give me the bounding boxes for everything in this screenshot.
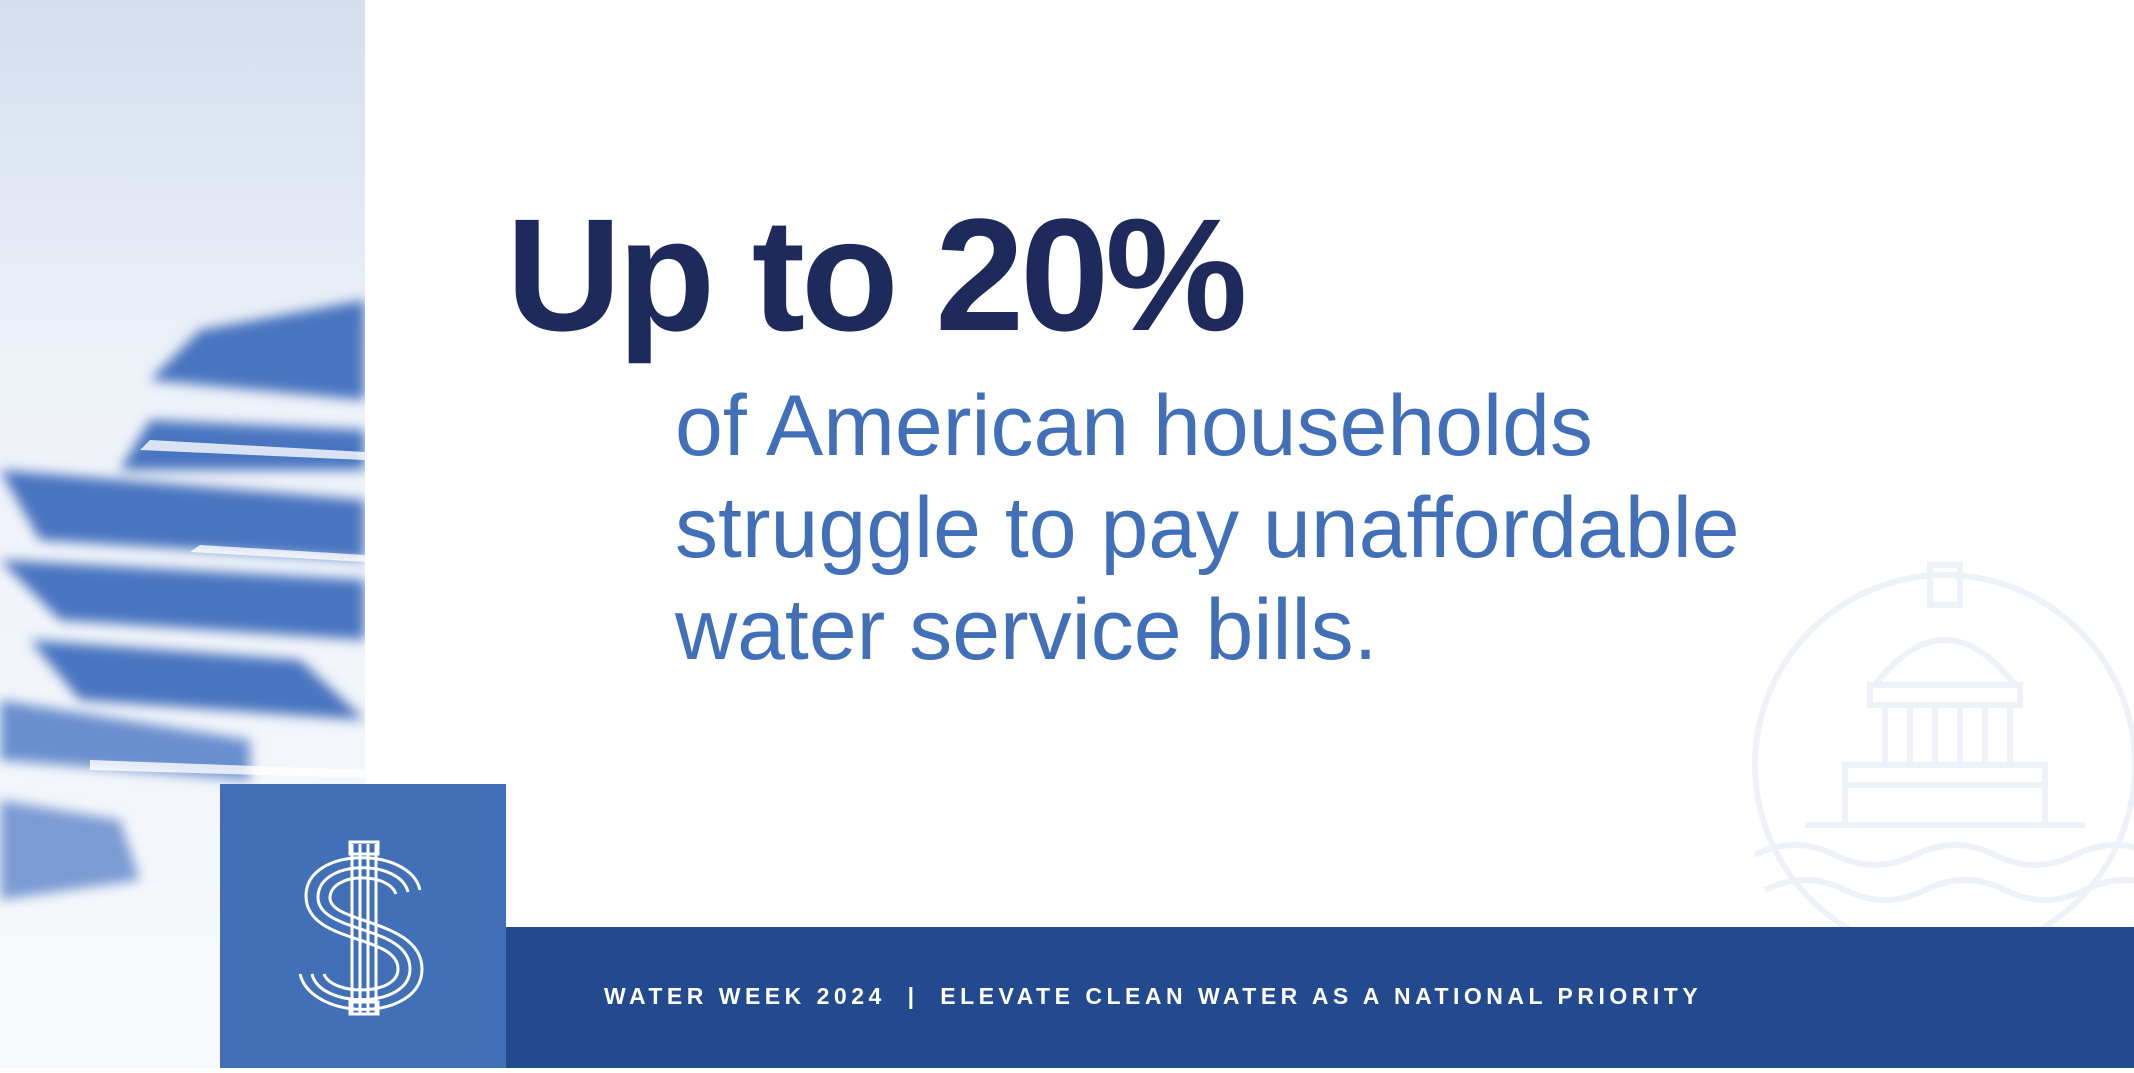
photo-panel [0, 0, 365, 1068]
capitol-watermark [1752, 562, 2134, 927]
dollar-icon [298, 840, 424, 1016]
icon-square [220, 784, 506, 1068]
footer-bar [506, 927, 2134, 1068]
body-line: of American households [675, 378, 1593, 474]
body-text: of American households struggle to pay u… [675, 375, 1740, 681]
footer-text: WATER WEEK 2024 | ELEVATE CLEAN WATER AS… [604, 983, 1703, 1009]
headline: Up to 20% [506, 185, 1247, 364]
body-line: struggle to pay unaffordable [675, 480, 1740, 576]
body-line: water service bills. [675, 582, 1378, 678]
